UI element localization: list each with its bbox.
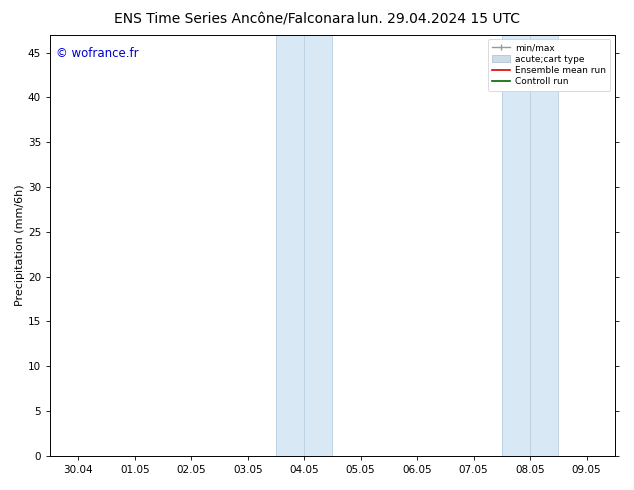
Bar — [276, 35, 304, 456]
Bar — [530, 35, 559, 456]
Legend: min/max, acute;cart type, Ensemble mean run, Controll run: min/max, acute;cart type, Ensemble mean … — [488, 39, 611, 91]
Text: © wofrance.fr: © wofrance.fr — [56, 47, 138, 60]
Bar — [502, 35, 530, 456]
Text: ENS Time Series Ancône/Falconara: ENS Time Series Ancône/Falconara — [114, 12, 355, 26]
Bar — [304, 35, 332, 456]
Text: lun. 29.04.2024 15 UTC: lun. 29.04.2024 15 UTC — [357, 12, 520, 26]
Y-axis label: Precipitation (mm/6h): Precipitation (mm/6h) — [15, 184, 25, 306]
